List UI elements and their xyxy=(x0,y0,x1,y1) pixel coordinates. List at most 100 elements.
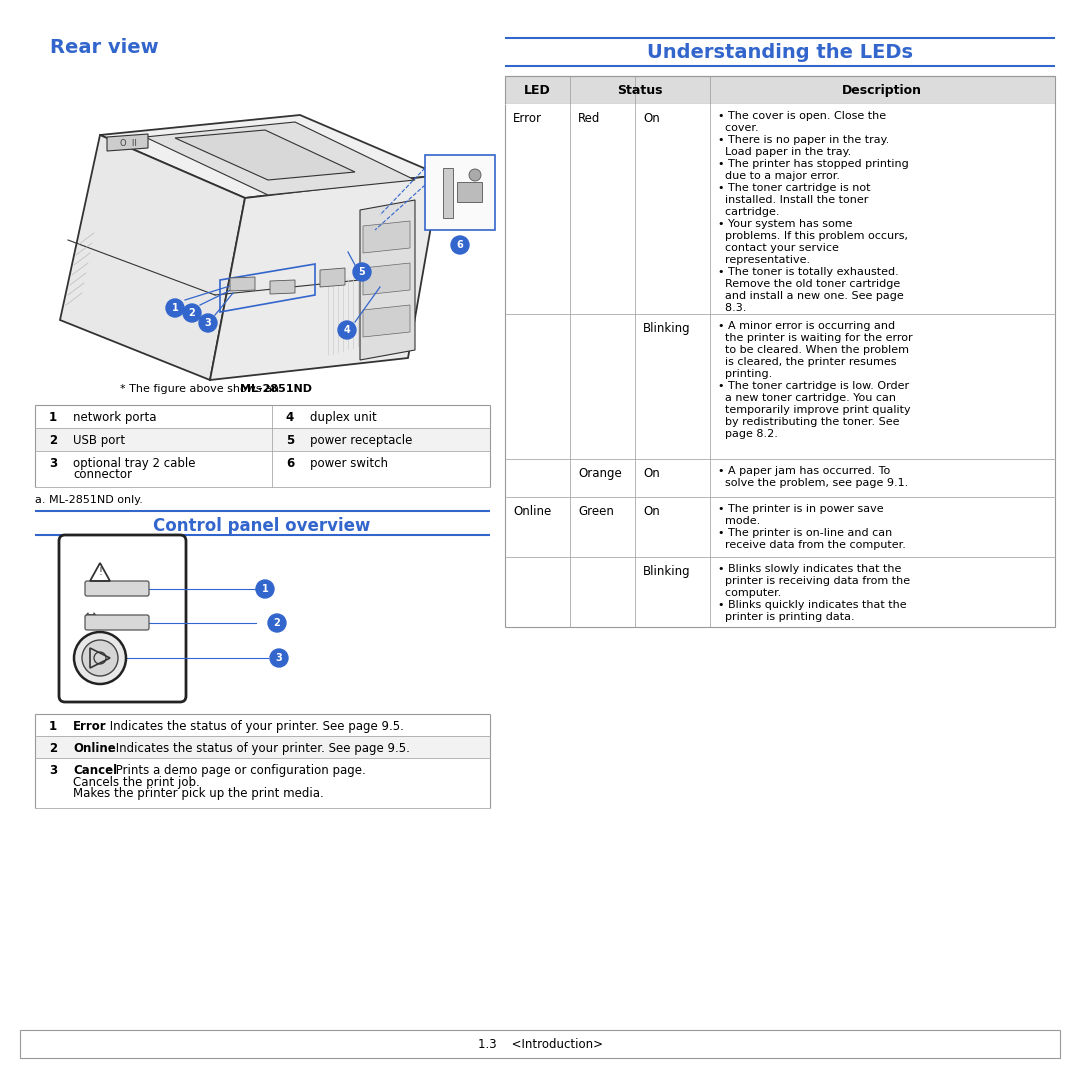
Text: 4: 4 xyxy=(286,411,294,424)
Text: Understanding the LEDs: Understanding the LEDs xyxy=(647,43,913,62)
Text: : Indicates the status of your printer. See page 9.5.: : Indicates the status of your printer. … xyxy=(108,742,409,755)
Text: optional tray 2 cable: optional tray 2 cable xyxy=(73,457,195,470)
Polygon shape xyxy=(320,268,345,287)
Circle shape xyxy=(75,632,126,684)
Text: On: On xyxy=(643,505,660,518)
Text: a. ML-2851ND only.: a. ML-2851ND only. xyxy=(35,495,143,505)
Text: Cancels the print job.: Cancels the print job. xyxy=(73,777,200,789)
Text: Description: Description xyxy=(842,84,922,97)
Text: cartridge.: cartridge. xyxy=(718,207,780,217)
Circle shape xyxy=(166,299,184,318)
Text: 1: 1 xyxy=(172,303,178,313)
Bar xyxy=(505,497,1055,557)
Bar xyxy=(35,758,490,808)
Polygon shape xyxy=(360,200,415,360)
Text: • The cover is open. Close the: • The cover is open. Close the xyxy=(718,111,886,121)
Circle shape xyxy=(270,649,288,667)
Polygon shape xyxy=(107,134,148,151)
Bar xyxy=(35,405,490,428)
Text: • The toner cartridge is low. Order: • The toner cartridge is low. Order xyxy=(718,381,909,391)
Text: 3: 3 xyxy=(275,653,282,663)
Text: 6: 6 xyxy=(286,457,294,470)
Text: • The toner is totally exhausted.: • The toner is totally exhausted. xyxy=(718,267,899,276)
Bar xyxy=(505,314,1055,459)
Text: 5: 5 xyxy=(359,267,365,276)
FancyBboxPatch shape xyxy=(59,535,186,702)
Text: Orange: Orange xyxy=(578,467,622,480)
Text: On: On xyxy=(643,467,660,480)
Text: 5: 5 xyxy=(286,434,294,447)
Text: contact your service: contact your service xyxy=(718,243,839,253)
Polygon shape xyxy=(210,175,440,380)
Text: Status: Status xyxy=(618,84,663,97)
Text: 2: 2 xyxy=(49,434,57,447)
Polygon shape xyxy=(60,135,245,380)
Text: 1: 1 xyxy=(261,584,268,594)
Text: • The toner cartridge is not: • The toner cartridge is not xyxy=(718,183,870,193)
Text: a new toner cartridge. You can: a new toner cartridge. You can xyxy=(718,393,896,403)
Text: Error: Error xyxy=(513,112,542,125)
Text: due to a major error.: due to a major error. xyxy=(718,171,840,181)
Circle shape xyxy=(338,321,356,339)
Text: ⇔: ⇔ xyxy=(83,607,97,625)
Text: mode.: mode. xyxy=(718,516,760,526)
Text: * The figure above shows an: * The figure above shows an xyxy=(120,384,283,394)
Text: power receptacle: power receptacle xyxy=(310,434,413,447)
Text: Blinking: Blinking xyxy=(643,322,690,335)
Text: • The printer is in power save: • The printer is in power save xyxy=(718,504,883,514)
Bar xyxy=(35,714,490,735)
Circle shape xyxy=(82,640,118,676)
Text: 1: 1 xyxy=(49,720,57,733)
Bar xyxy=(35,428,490,451)
Text: • A minor error is occurring and: • A minor error is occurring and xyxy=(718,321,895,330)
Text: Error: Error xyxy=(73,720,107,733)
Text: 2: 2 xyxy=(189,308,195,318)
Circle shape xyxy=(353,264,372,281)
Text: • The printer has stopped printing: • The printer has stopped printing xyxy=(718,159,908,168)
Text: Rear view: Rear view xyxy=(50,38,159,57)
Text: Load paper in the tray.: Load paper in the tray. xyxy=(718,147,851,157)
Text: !: ! xyxy=(98,567,102,577)
Text: .: . xyxy=(289,384,294,394)
Polygon shape xyxy=(145,122,415,195)
Text: • There is no paper in the tray.: • There is no paper in the tray. xyxy=(718,135,889,145)
Text: Control panel overview: Control panel overview xyxy=(153,517,370,535)
Text: printer is printing data.: printer is printing data. xyxy=(718,612,854,622)
Bar xyxy=(505,557,1055,627)
Polygon shape xyxy=(100,114,440,198)
Circle shape xyxy=(469,168,481,181)
Text: connector: connector xyxy=(73,468,132,481)
FancyBboxPatch shape xyxy=(85,581,149,596)
Bar xyxy=(505,76,1055,104)
Text: by redistributing the toner. See: by redistributing the toner. See xyxy=(718,417,900,427)
Text: problems. If this problem occurs,: problems. If this problem occurs, xyxy=(718,231,908,241)
Text: installed. Install the toner: installed. Install the toner xyxy=(718,195,868,205)
Text: 4: 4 xyxy=(343,325,350,335)
Text: Blinking: Blinking xyxy=(643,565,690,578)
Text: temporarily improve print quality: temporarily improve print quality xyxy=(718,405,910,415)
Circle shape xyxy=(451,237,469,254)
Text: receive data from the computer.: receive data from the computer. xyxy=(718,540,906,550)
Text: Online: Online xyxy=(73,742,116,755)
Text: 3: 3 xyxy=(49,457,57,470)
Text: Cancel: Cancel xyxy=(73,764,117,777)
Text: the printer is waiting for the error: the printer is waiting for the error xyxy=(718,333,913,343)
Text: On: On xyxy=(643,112,660,125)
Text: Makes the printer pick up the print media.: Makes the printer pick up the print medi… xyxy=(73,787,324,800)
Text: • Your system has some: • Your system has some xyxy=(718,219,852,229)
Bar xyxy=(443,168,453,218)
Text: 6: 6 xyxy=(457,240,463,249)
Text: • A paper jam has occurred. To: • A paper jam has occurred. To xyxy=(718,465,890,476)
Circle shape xyxy=(183,303,201,322)
Bar xyxy=(457,183,482,202)
Text: 2: 2 xyxy=(273,618,281,627)
Polygon shape xyxy=(363,305,410,337)
Text: network porta: network porta xyxy=(73,411,157,424)
Text: 3: 3 xyxy=(204,318,212,328)
Polygon shape xyxy=(363,264,410,295)
Text: and install a new one. See page: and install a new one. See page xyxy=(718,291,904,301)
Text: ML-2851ND: ML-2851ND xyxy=(241,384,312,394)
Text: cover.: cover. xyxy=(718,123,758,133)
Text: 8.3.: 8.3. xyxy=(718,303,746,313)
Text: to be cleared. When the problem: to be cleared. When the problem xyxy=(718,345,909,355)
